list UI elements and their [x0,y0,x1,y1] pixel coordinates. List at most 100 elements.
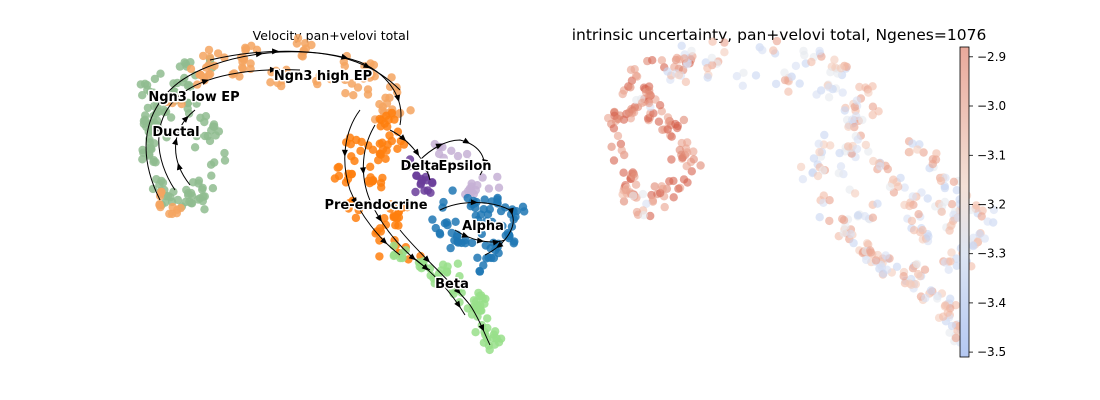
cell-point [162,133,171,142]
cell-point [838,88,847,97]
cell-point [617,146,626,155]
cell-point [839,228,848,238]
cell-point [186,58,195,67]
cell-point [853,135,862,144]
cell-point [629,191,638,200]
cell-point [214,127,224,136]
cell-point [168,202,177,212]
streamline-arrow [496,241,504,249]
cell-point [894,182,903,191]
uncertainty-panel: intrinsic uncertainty, pan+velovi total,… [572,26,1006,359]
cell-point [911,280,920,289]
cell-point [187,198,196,208]
cell-point [186,64,196,74]
cell-point [378,145,388,154]
cell-point [852,111,861,121]
cell-point [518,202,528,211]
cell-point [173,195,183,205]
label-ngn3-low-ep: Ngn3 low EP [148,90,239,105]
cell-point [809,154,819,163]
streamline-arrow [176,162,183,171]
cell-point [836,64,846,73]
cell-point [791,61,801,71]
cell-point [674,184,683,193]
cell-point [914,210,923,219]
cell-point [395,201,404,210]
cell-point [846,229,855,239]
cell-point [300,39,310,48]
cell-point [169,79,178,88]
cell-point [689,147,698,156]
cell-point [473,253,482,262]
cell-point [648,197,658,206]
cell-point [989,205,999,215]
cell-point [477,229,486,239]
streamline-arrow [155,124,162,133]
cell-point [836,162,846,171]
streamline-arrow [478,323,484,332]
cell-point [238,64,248,74]
colorbar: −2.9 −3.0 −3.1 −3.2 −3.3 −3.4 −3.5 [959,46,1006,359]
label-delta: Delta [400,159,439,174]
cell-point [503,228,513,238]
cell-point [616,139,626,149]
cell-point [969,241,978,251]
cell-point [163,191,173,201]
streamline-arrow [438,281,446,289]
cell-point [696,161,705,170]
cell-point [947,321,957,331]
cell-point [293,34,303,43]
cell-point [679,175,689,184]
streamline-arrow [394,94,401,102]
cell-point [946,257,955,266]
streamline-arrow [476,237,485,244]
cell-point [864,88,873,97]
cell-point [669,193,678,202]
cell-point [453,259,463,268]
streamline-arrow [269,66,277,73]
cell-point [642,199,651,208]
cell-point [932,149,941,158]
streamline-arrow [255,51,263,58]
velocity-points [136,34,529,355]
cell-point [157,187,166,197]
cell-point [949,177,959,186]
cell-point [798,175,808,184]
cell-point [772,36,782,46]
cell-point [450,236,459,245]
cell-point [406,106,415,115]
cell-point [607,142,616,151]
streamline-arrow [462,137,471,144]
cell-point [940,197,950,207]
cell-point [626,83,635,92]
cell-point [148,127,157,136]
cell-point [150,74,160,84]
cell-point [200,117,209,127]
cell-point [657,182,666,191]
cell-point [980,234,989,243]
cell-point [486,244,495,253]
cell-point [795,79,804,88]
streamline-arrow [359,167,366,175]
cell-point [680,54,689,63]
cell-point [389,241,398,250]
cell-point [451,217,460,226]
cell-point [649,109,658,118]
cell-point [340,75,350,85]
cell-point [175,62,185,71]
cell-point [386,204,395,213]
cell-point [843,142,853,151]
cell-point [881,251,890,260]
cell-point [199,51,208,61]
cell-point [663,125,672,134]
cell-point [907,216,917,226]
cell-point [923,194,932,203]
cell-point [758,46,767,55]
cell-point [220,156,230,165]
cell-point [947,200,957,209]
cell-point [941,301,950,310]
cell-point [883,164,892,174]
cell-point [184,109,194,118]
colorbar-tick-label: −3.2 [977,198,1006,212]
cell-point [434,149,444,159]
